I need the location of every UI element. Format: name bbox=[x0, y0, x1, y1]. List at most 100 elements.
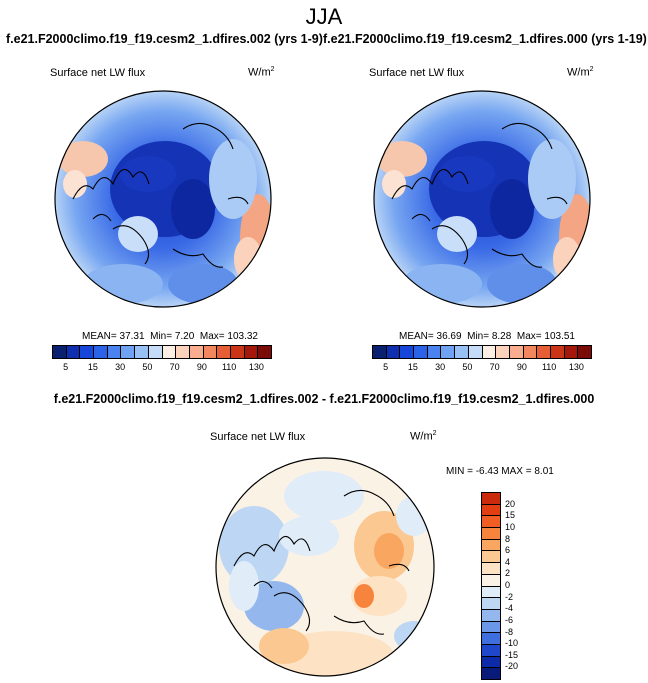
colorbar-cell bbox=[107, 346, 122, 358]
colorbar-cell bbox=[537, 346, 551, 358]
colorbar-cell bbox=[230, 346, 245, 358]
colorbar-cell bbox=[550, 346, 565, 358]
colorbar-cell bbox=[482, 668, 500, 679]
colorbar-cell bbox=[482, 644, 500, 657]
colorbar-cell bbox=[258, 346, 271, 358]
colorbar-tick-label: 20 bbox=[505, 498, 516, 509]
colorbar-cell bbox=[509, 346, 524, 358]
colorbar-cell bbox=[176, 346, 190, 358]
colorbar-tick-label: 5 bbox=[383, 362, 389, 372]
colorbar-tick-label: 90 bbox=[196, 362, 207, 372]
colorbar-tick-label: 50 bbox=[142, 362, 153, 372]
colorbar-tick-label: 10 bbox=[505, 521, 516, 532]
colorbar-cell bbox=[53, 346, 67, 358]
colorbar-cell bbox=[203, 346, 218, 358]
colorbar-cell bbox=[564, 346, 579, 358]
colorbar-cell bbox=[148, 346, 163, 358]
stats-diff: MIN = -6.43 MAX = 8.01 bbox=[446, 466, 554, 477]
map-left bbox=[54, 90, 272, 308]
colorbar-cell bbox=[482, 528, 500, 540]
colorbar-tick-label: -4 bbox=[505, 603, 514, 614]
colorbar-cell bbox=[523, 346, 538, 358]
colorbar-ticks-left: 5 15 30 50 70 90 110 130 bbox=[52, 362, 270, 374]
stats-right: MEAN= 36.69 Min= 8.28 Max= 103.51 bbox=[399, 331, 575, 342]
colorbar-cell bbox=[80, 346, 95, 358]
colorbar-tick-label: 110 bbox=[541, 362, 557, 372]
colorbar-cell bbox=[482, 493, 500, 505]
units-label-right: W/m2 bbox=[567, 66, 594, 79]
colorbar-cell bbox=[455, 346, 469, 358]
colorbar-tick-label: -2 bbox=[505, 591, 514, 602]
map-right bbox=[373, 90, 591, 308]
difference-title: f.e21.F2000climo.f19_f19.cesm2_1.dfires.… bbox=[53, 392, 595, 406]
colorbar-tick-label: 8 bbox=[505, 533, 511, 544]
colorbar-tick-label: 70 bbox=[489, 362, 500, 372]
colorbar-tick-label: 50 bbox=[462, 362, 473, 372]
colorbar-tick-label: -6 bbox=[505, 614, 514, 625]
units-label-diff: W/m2 bbox=[410, 430, 437, 443]
colorbar-cell bbox=[427, 346, 442, 358]
colorbar-tick-label: 0 bbox=[505, 580, 511, 590]
variable-label-left: Surface net LW flux bbox=[50, 67, 146, 79]
colorbar-tick-label: 15 bbox=[505, 510, 516, 521]
colorbar-tick-label: 6 bbox=[505, 545, 511, 556]
case-title-left: f.e21.F2000climo.f19_f19.cesm2_1.dfires.… bbox=[6, 32, 323, 46]
units-label-left: W/m2 bbox=[248, 66, 275, 79]
colorbar-tick-label: 4 bbox=[505, 556, 511, 567]
colorbar-cell bbox=[482, 539, 500, 552]
case-title-right: f.e21.F2000climo.f19_f19.cesm2_1.dfires.… bbox=[323, 32, 647, 46]
colorbar-cell bbox=[441, 346, 456, 358]
colorbar-tick-label: 30 bbox=[115, 362, 126, 372]
colorbar-cell bbox=[468, 346, 483, 358]
colorbar-cell bbox=[482, 516, 500, 529]
colorbar-cell bbox=[482, 586, 500, 599]
colorbar-cell bbox=[414, 346, 428, 358]
colorbar-tick-label: 15 bbox=[407, 362, 418, 372]
colorbar-cell bbox=[496, 346, 510, 358]
colorbar-cell bbox=[162, 346, 177, 358]
colorbar-cell bbox=[482, 633, 500, 645]
colorbar-cell bbox=[482, 551, 500, 564]
colorbar-right bbox=[372, 345, 592, 359]
colorbar-tick-label: 70 bbox=[169, 362, 180, 372]
stats-left: MEAN= 37.31 Min= 7.20 Max= 103.32 bbox=[82, 331, 258, 342]
colorbar-tick-label: -10 bbox=[505, 638, 519, 649]
colorbar-cell bbox=[482, 621, 500, 634]
colorbar-cell bbox=[482, 598, 500, 610]
variable-label-diff: Surface net LW flux bbox=[210, 431, 306, 443]
colorbar-tick-label: -8 bbox=[505, 626, 514, 637]
colorbar-cell bbox=[400, 346, 415, 358]
variable-label-right: Surface net LW flux bbox=[369, 67, 465, 79]
colorbar-tick-label: -15 bbox=[505, 649, 519, 660]
colorbar-cell bbox=[482, 656, 500, 669]
colorbar-tick-label: 130 bbox=[568, 362, 584, 372]
colorbar-left bbox=[52, 345, 272, 359]
colorbar-tick-label: 5 bbox=[63, 362, 69, 372]
colorbar-cell bbox=[66, 346, 81, 358]
colorbar-cell bbox=[578, 346, 591, 358]
colorbar-cell bbox=[482, 609, 500, 622]
colorbar-tick-label: 30 bbox=[435, 362, 446, 372]
colorbar-tick-label: 110 bbox=[221, 362, 237, 372]
colorbar-cell bbox=[94, 346, 108, 358]
colorbar-difference bbox=[481, 492, 501, 680]
colorbar-ticks-right: 5 15 30 50 70 90 110 130 bbox=[372, 362, 590, 374]
colorbar-cell bbox=[386, 346, 401, 358]
season-title: JJA bbox=[305, 4, 343, 29]
colorbar-cell bbox=[373, 346, 387, 358]
colorbar-tick-label: 2 bbox=[505, 568, 511, 579]
colorbar-cell bbox=[217, 346, 231, 358]
colorbar-cell bbox=[482, 574, 500, 587]
colorbar-cell bbox=[482, 563, 500, 575]
colorbar-tick-label: -20 bbox=[505, 661, 519, 672]
colorbar-cell bbox=[135, 346, 149, 358]
colorbar-cell bbox=[121, 346, 136, 358]
map-difference bbox=[215, 457, 435, 677]
colorbar-ticks-difference: 20 15 10 8 6 4 2 0 -2 -4 -6 -8 -10 -15 -20 bbox=[505, 492, 535, 678]
colorbar-cell bbox=[189, 346, 204, 358]
colorbar-cell bbox=[482, 504, 500, 517]
colorbar-cell bbox=[482, 346, 497, 358]
colorbar-tick-label: 15 bbox=[87, 362, 98, 372]
colorbar-tick-label: 90 bbox=[516, 362, 527, 372]
colorbar-cell bbox=[244, 346, 259, 358]
